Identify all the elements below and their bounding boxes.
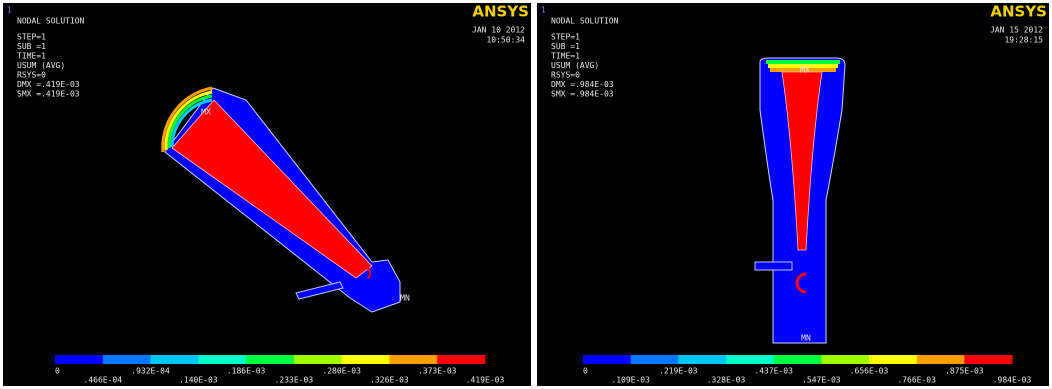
window-number: 1 xyxy=(7,6,12,15)
date: JAN 15 2012 xyxy=(990,26,1043,35)
legend-label: .326E-03 xyxy=(370,376,409,385)
legend-label: .219E-03 xyxy=(659,367,698,376)
legend-swatch xyxy=(151,355,199,364)
legend-label: .233E-03 xyxy=(275,376,314,385)
legend-swatch xyxy=(869,355,917,364)
legend-swatch xyxy=(198,355,246,364)
legend-label: 0 xyxy=(55,367,60,376)
info-line: SUB =1 xyxy=(551,42,580,51)
legend-label: .547E-03 xyxy=(802,376,841,385)
legend-label: .466E-04 xyxy=(84,376,123,385)
info-line: DMX =.419E-03 xyxy=(17,80,80,89)
legend-swatch xyxy=(583,355,631,364)
legend-swatch xyxy=(821,355,869,364)
legend-swatch xyxy=(774,355,822,364)
min-marker: MN xyxy=(400,294,410,303)
plot-title: NODAL SOLUTION xyxy=(17,17,85,26)
legend-label: .875E-03 xyxy=(945,367,984,376)
legend-label: .109E-03 xyxy=(611,376,650,385)
legend-swatch xyxy=(55,355,103,364)
info-line: DMX =.984E-03 xyxy=(551,80,614,89)
legend-label: .280E-03 xyxy=(322,367,361,376)
max-marker: MX xyxy=(201,108,211,117)
date: JAN 10 2012 xyxy=(472,26,525,35)
gradient-strip xyxy=(766,60,840,64)
info-line: STEP=1 xyxy=(17,33,46,42)
legend-swatch xyxy=(917,355,965,364)
legend-label: .419E-03 xyxy=(466,376,505,385)
legend-label: .328E-03 xyxy=(707,376,746,385)
info-line: TIME=1 xyxy=(551,52,580,61)
legend-label: .984E-03 xyxy=(993,376,1032,385)
max-marker: MX xyxy=(800,66,810,75)
legend-swatch xyxy=(246,355,294,364)
time: 10:50:34 xyxy=(486,36,525,45)
legend-swatch xyxy=(964,355,1012,364)
legend-swatch xyxy=(342,355,390,364)
info-line: RSYS=0 xyxy=(551,71,580,80)
ansys-logo: ANSYS xyxy=(990,3,1047,21)
window-number: 1 xyxy=(541,6,546,15)
ansys-logo: ANSYS xyxy=(472,3,529,21)
info-line: USUM (AVG) xyxy=(17,61,65,70)
info-line: USUM (AVG) xyxy=(551,61,599,70)
legend-swatch xyxy=(103,355,151,364)
legend-label: 0 xyxy=(583,367,588,376)
plot-title: NODAL SOLUTION xyxy=(551,17,619,26)
min-marker: MN xyxy=(801,334,811,343)
info-line: SMX =.419E-03 xyxy=(17,90,80,99)
info-line: TIME=1 xyxy=(17,52,46,61)
legend-label: .766E-03 xyxy=(897,376,936,385)
info-line: SMX =.984E-03 xyxy=(551,90,614,99)
legend-label: .186E-03 xyxy=(227,367,266,376)
legend-swatch xyxy=(389,355,437,364)
legend-swatch xyxy=(437,355,485,364)
legend-label: .656E-03 xyxy=(850,367,889,376)
time: 19:28:15 xyxy=(1004,36,1043,45)
legend-label: .373E-03 xyxy=(418,367,457,376)
legend-swatch xyxy=(726,355,774,364)
legend-swatch xyxy=(678,355,726,364)
screenshot: 1NODAL SOLUTIONSTEP=1SUB =1TIME=1USUM (A… xyxy=(0,0,1052,389)
info-line: RSYS=0 xyxy=(17,71,46,80)
info-line: STEP=1 xyxy=(551,33,580,42)
legend-swatch xyxy=(631,355,679,364)
legend-swatch xyxy=(294,355,342,364)
legend-label: .140E-03 xyxy=(179,376,218,385)
legend-label: .437E-03 xyxy=(754,367,793,376)
legend-label: .932E-04 xyxy=(131,367,170,376)
info-line: SUB =1 xyxy=(17,42,46,51)
